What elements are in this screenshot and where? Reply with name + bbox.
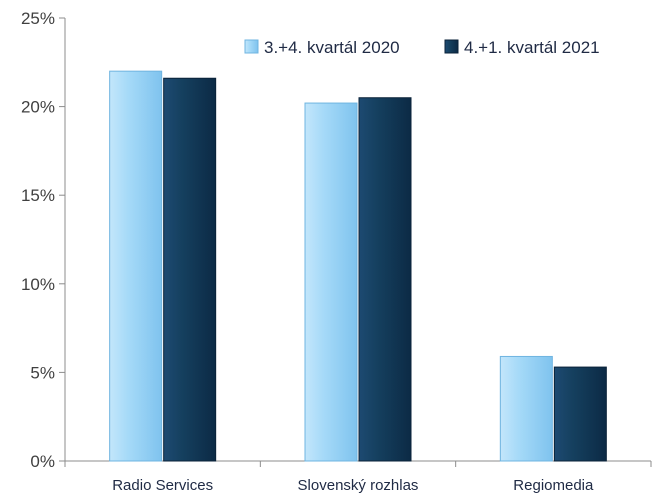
bar-2-1: [163, 77, 217, 462]
y-tick-label: 0%: [30, 452, 55, 471]
legend-label-1: 3.+4. kvartál 2020: [264, 38, 400, 57]
bar-1-3: [499, 355, 553, 462]
axes: [64, 18, 651, 462]
x-ticks: [64, 461, 652, 467]
legend-swatch-2: [444, 39, 459, 54]
bars: [109, 70, 607, 462]
category-label: Regiomedia: [513, 477, 594, 494]
y-tick-label: 10%: [21, 275, 55, 294]
bar-1-1: [109, 70, 163, 462]
legend: 3.+4. kvartál 2020 4.+1. kvartál 2021: [244, 38, 600, 57]
bar-2-3: [553, 366, 607, 462]
y-tick-label: 15%: [21, 186, 55, 205]
category-label: Slovenský rozhlas: [298, 477, 419, 494]
legend-label-2: 4.+1. kvartál 2021: [464, 38, 600, 57]
y-ticks: 0% 5% 10% 15% 20% 25%: [21, 9, 65, 471]
legend-swatch-1: [244, 39, 259, 54]
category-labels: Radio Services Slovenský rozhlas Regiomedi…: [112, 477, 594, 494]
bar-1-2: [304, 102, 358, 462]
y-tick-label: 5%: [30, 363, 55, 382]
category-label: Radio Services: [112, 477, 213, 494]
y-tick-label: 20%: [21, 98, 55, 117]
y-tick-label: 25%: [21, 9, 55, 28]
bar-2-2: [358, 97, 412, 462]
